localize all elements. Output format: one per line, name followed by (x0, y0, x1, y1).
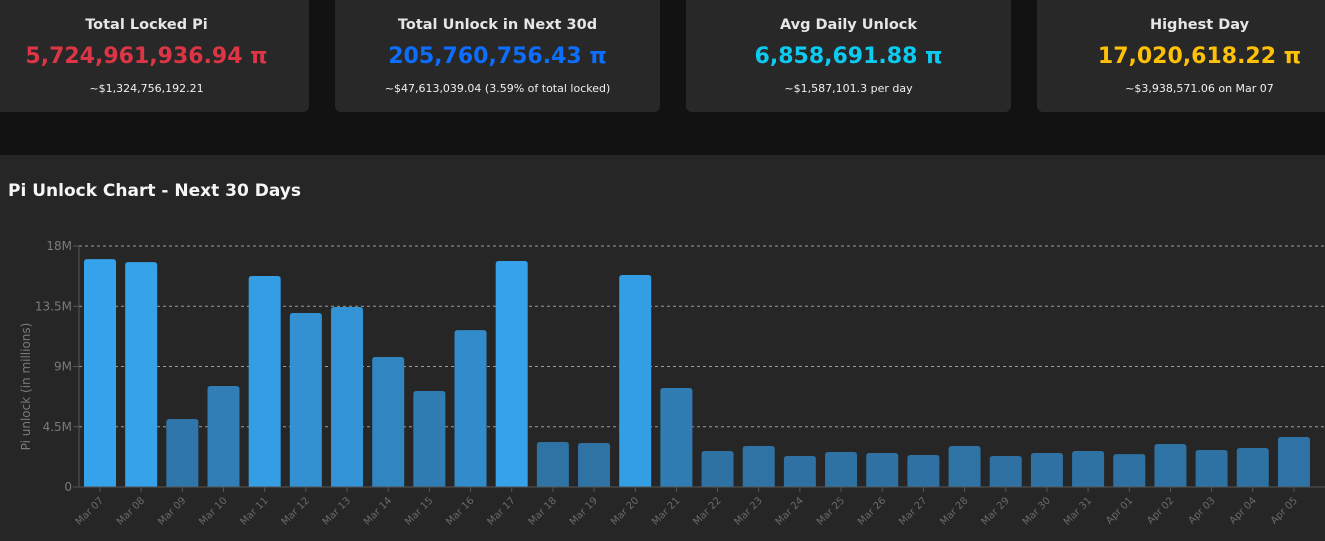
y-tick-label: 18M (46, 239, 72, 253)
card-subtext: ~$3,938,571.06 on Mar 07 (1125, 82, 1274, 95)
x-tick-label: Mar 23 (732, 495, 764, 527)
total-locked-card: Total Locked Pi 5,724,961,936.94 π ~$1,3… (0, 0, 309, 112)
x-tick-label: Apr 03 (1186, 495, 1217, 526)
y-axis-label: Pi unlock (in millions) (19, 323, 33, 451)
x-tick-label: Mar 28 (938, 495, 970, 527)
bar (619, 275, 652, 487)
y-tick-label: 13.5M (35, 299, 72, 313)
bar (1154, 444, 1187, 487)
card-subtext: ~$1,587,101.3 per day (784, 82, 913, 95)
x-tick-label: Mar 25 (815, 495, 847, 527)
bar (701, 450, 734, 487)
bar (948, 446, 981, 487)
y-tick-label: 9M (54, 360, 72, 374)
card-title: Total Unlock in Next 30d (397, 17, 598, 33)
bar (536, 442, 569, 487)
bar (783, 455, 816, 487)
card-value: 17,020,618.22 π (1097, 44, 1302, 69)
bar (825, 452, 858, 487)
bar (1072, 450, 1105, 487)
card-title: Highest Day (1149, 17, 1250, 33)
x-tick-label: Mar 31 (1062, 495, 1094, 527)
x-tick-label: Mar 29 (979, 495, 1011, 527)
bar (331, 307, 364, 487)
x-tick-label: Mar 10 (197, 495, 229, 527)
bar (1236, 448, 1269, 487)
bar (248, 275, 281, 487)
bar (1030, 452, 1063, 487)
x-tick-label: Mar 19 (568, 495, 600, 527)
card-value: 6,858,691.88 π (754, 44, 943, 69)
bar (495, 260, 528, 487)
bar (989, 455, 1022, 487)
bar (660, 388, 693, 487)
x-tick-label: Mar 18 (527, 495, 559, 527)
x-tick-label: Mar 20 (609, 495, 641, 527)
x-tick-label: Mar 15 (403, 495, 435, 527)
card-value: 205,760,756.43 π (388, 44, 607, 69)
bar (125, 262, 158, 487)
y-tick-label: 0 (64, 480, 72, 494)
x-tick-label: Mar 27 (897, 495, 929, 527)
card-value: 5,724,961,936.94 π (25, 44, 268, 69)
x-tick-label: Mar 09 (156, 495, 188, 527)
chart-section: Pi Unlock Chart - Next 30 Days 0 4.5M 9M 13… (0, 155, 1325, 541)
x-tick-label: Mar 12 (280, 495, 312, 527)
bar (289, 312, 322, 487)
card-subtext: ~$1,324,756,192.21 (89, 82, 204, 95)
x-tick-label: Mar 17 (485, 495, 517, 527)
x-tick-label: Apr 01 (1104, 495, 1135, 526)
x-tick-label: Mar 16 (444, 495, 476, 527)
chart-title: Pi Unlock Chart - Next 30 Days (8, 181, 301, 201)
x-tick-label: Mar 07 (74, 495, 106, 527)
x-tick-label: Mar 14 (362, 495, 394, 527)
bar (907, 455, 940, 487)
x-tick-label: Mar 30 (1021, 495, 1053, 527)
x-tick-label: Mar 13 (321, 495, 353, 527)
y-tick-label: 4.5M (43, 420, 72, 434)
x-tick-label: Mar 22 (691, 495, 723, 527)
x-tick-label: Mar 08 (115, 495, 147, 527)
bar (866, 452, 899, 487)
bar (1195, 450, 1228, 487)
highest-day-card: Highest Day 17,020,618.22 π ~$3,938,571.… (1037, 0, 1325, 112)
card-title: Avg Daily Unlock (779, 17, 918, 33)
x-tick-label: Apr 05 (1269, 495, 1300, 526)
x-tick-label: Mar 24 (774, 495, 806, 527)
x-tick-label: Apr 04 (1228, 495, 1259, 526)
x-tick-label: Mar 26 (856, 495, 888, 527)
bar (372, 356, 405, 487)
bar (166, 418, 199, 487)
bar (84, 259, 116, 487)
card-subtext: ~$47,613,039.04 (3.59% of total locked) (384, 82, 611, 95)
x-tick-label: Apr 02 (1145, 495, 1176, 526)
unlock-bar-chart: 0 4.5M 9M 13.5M 18M Pi unlock (in millions) Ma… (19, 239, 1325, 528)
card-title: Total Locked Pi (85, 17, 208, 33)
bar (207, 386, 240, 487)
bar (1277, 437, 1310, 487)
bar (578, 442, 611, 487)
bar (413, 391, 446, 487)
avg-daily-card: Avg Daily Unlock 6,858,691.88 π ~$1,587,… (686, 0, 1011, 112)
bar (742, 446, 775, 487)
bar (454, 330, 487, 487)
bar (1113, 454, 1146, 487)
total-unlock-card: Total Unlock in Next 30d 205,760,756.43 … (335, 0, 660, 112)
x-tick-label: Mar 11 (238, 495, 270, 527)
x-tick-label: Mar 21 (650, 495, 682, 527)
